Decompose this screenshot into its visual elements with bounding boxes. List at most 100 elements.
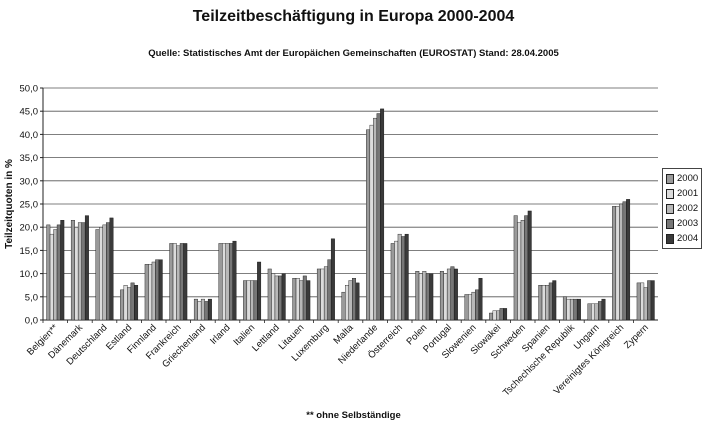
y-tick-label: 20,0 <box>20 223 39 234</box>
bar-2000 <box>587 303 592 321</box>
legend-swatch <box>666 218 674 229</box>
legend-item: 2000 <box>666 171 698 186</box>
y-tick-label: 35,0 <box>20 153 39 164</box>
bar-2002 <box>545 285 550 321</box>
bar-2002 <box>520 220 525 321</box>
bar-2002 <box>373 117 378 321</box>
bar-2004 <box>626 199 631 321</box>
bar-2001 <box>394 240 399 321</box>
bar-2001 <box>566 298 571 321</box>
bar-2001 <box>271 273 276 321</box>
bar-2001 <box>468 294 472 321</box>
bar-2004 <box>306 280 311 321</box>
legend-label: 2003 <box>677 218 699 229</box>
bar-2000 <box>46 224 51 321</box>
bar-2002 <box>53 229 58 321</box>
y-tick-label: 30,0 <box>20 176 39 187</box>
chart-title: Teilzeitbeschäftigung in Europa 2000-200… <box>192 8 515 25</box>
bar-2004 <box>281 273 286 321</box>
bar-2002 <box>274 275 279 321</box>
legend-label: 2002 <box>677 203 699 214</box>
bar-2003 <box>352 278 356 321</box>
bar-2002 <box>496 310 501 321</box>
bar-2000 <box>341 291 346 321</box>
bar-2002 <box>250 280 255 321</box>
bar-2000 <box>243 280 248 321</box>
bar-2004 <box>355 282 360 321</box>
bar-2004 <box>158 259 163 321</box>
legend-item: 2004 <box>666 231 698 246</box>
bar-2000 <box>612 206 617 321</box>
bar-2001 <box>541 285 546 321</box>
bar-2001 <box>222 243 226 321</box>
bar-2002 <box>643 287 648 321</box>
bar-2000 <box>144 264 149 321</box>
bar-2001 <box>148 264 153 321</box>
bar-2000 <box>218 243 223 321</box>
chart-subtitle: Quelle: Statistisches Amt der Europäiche… <box>148 48 559 59</box>
bar-2004 <box>60 220 65 321</box>
bar-2000 <box>464 294 469 321</box>
bar-2000 <box>70 220 75 321</box>
bar-2001 <box>443 273 448 321</box>
bar-2001 <box>320 268 325 321</box>
bar-2003 <box>573 298 578 321</box>
bar-2002 <box>569 298 574 321</box>
y-tick-label: 45,0 <box>20 107 39 118</box>
bar-2003 <box>524 215 529 321</box>
bar-2002 <box>176 245 181 321</box>
legend-swatch <box>666 233 674 244</box>
bar-2003 <box>229 243 233 321</box>
bar-2002 <box>299 280 304 321</box>
bar-2000 <box>489 312 494 321</box>
bar-2000 <box>562 296 567 321</box>
y-tick-label: 25,0 <box>20 200 39 211</box>
bar-2003 <box>376 113 381 321</box>
bar-2002 <box>102 224 107 321</box>
bar-2003 <box>204 301 209 321</box>
bar-2001 <box>517 222 522 321</box>
bar-2000 <box>538 285 543 321</box>
bar-2004 <box>404 233 409 321</box>
bar-2002 <box>200 298 205 321</box>
bar-2001 <box>492 310 497 321</box>
bar-2004 <box>576 298 581 321</box>
legend-item: 2003 <box>666 216 698 231</box>
bar-2003 <box>327 259 332 321</box>
bar-2003 <box>622 201 627 321</box>
bar-2003 <box>155 259 160 321</box>
bar-2003 <box>130 282 135 321</box>
bar-2001 <box>369 124 374 321</box>
y-tick-label: 5,0 <box>25 292 38 303</box>
legend-swatch <box>666 188 674 199</box>
bar-2001 <box>246 280 251 321</box>
bar-2000 <box>415 271 420 321</box>
legend-label: 2001 <box>677 188 699 199</box>
bar-2003 <box>475 289 479 321</box>
bar-2001 <box>197 301 202 321</box>
bar-2003 <box>56 224 61 321</box>
x-tick-label: Irland <box>208 322 233 347</box>
bar-2001 <box>418 273 423 321</box>
y-tick-label: 0,0 <box>25 316 38 327</box>
legend-item: 2001 <box>666 186 698 201</box>
bar-2004 <box>650 280 655 321</box>
bar-2000 <box>95 229 100 321</box>
bar-2000 <box>267 268 272 321</box>
bar-2002 <box>471 291 476 321</box>
x-tick-label: Lettland <box>250 322 282 354</box>
bar-2002 <box>323 266 328 321</box>
bar-2002 <box>594 303 599 321</box>
bar-2001 <box>345 285 349 321</box>
bar-2004 <box>527 210 532 321</box>
bar-2003 <box>499 308 504 321</box>
bar-2003 <box>179 243 184 321</box>
bar-2001 <box>49 233 54 321</box>
bar-2004 <box>503 308 508 321</box>
bar-2003 <box>598 301 602 321</box>
bar-2004 <box>478 278 483 321</box>
bar-2002 <box>77 222 82 321</box>
legend-label: 2004 <box>677 233 699 244</box>
bar-2000 <box>120 289 125 321</box>
